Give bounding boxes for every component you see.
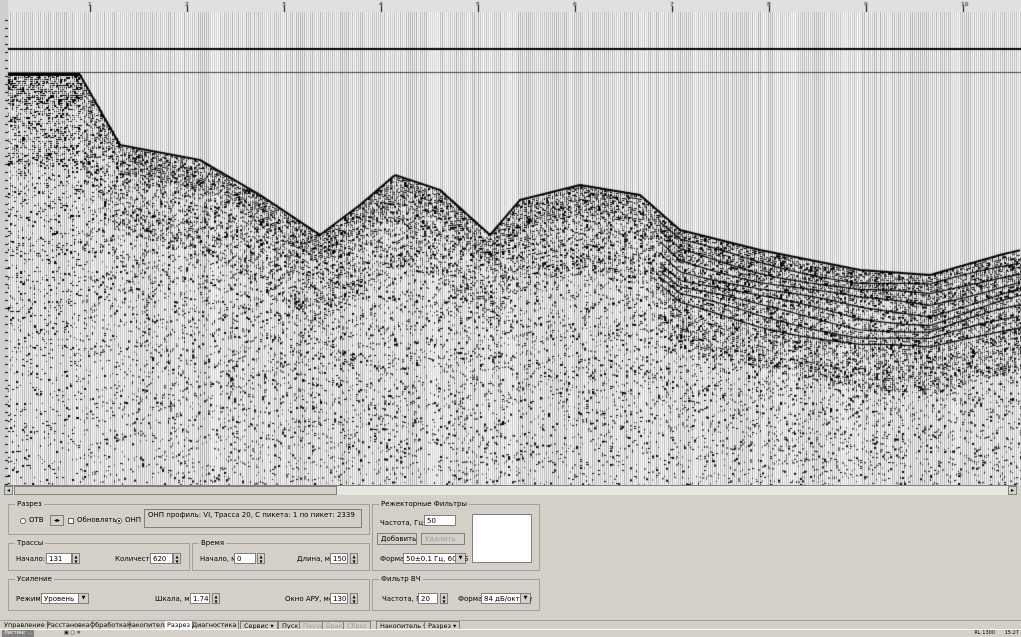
add-filter-button[interactable]: Добавить (377, 533, 417, 545)
traces-start-stepper[interactable]: ▲ ▼ (72, 553, 80, 564)
update-checkbox[interactable] (68, 518, 74, 524)
hpf-group: Фильтр ВЧ (372, 575, 540, 611)
traces-group: Трассы (8, 539, 190, 571)
razrez-title: Разрез (17, 500, 42, 508)
traces-start-input[interactable]: 131 (46, 553, 72, 564)
gain-mode-label: Режим: (16, 595, 44, 603)
update-checkbox-label: Обновлять (77, 516, 117, 524)
taskbar: Листинг ... ▣ ▢ ✕ RL 1300 15:27 (0, 629, 1021, 637)
horizontal-scrollbar[interactable]: ◂ ▸ (4, 485, 1017, 495)
delete-filter-button[interactable]: Удалить (421, 533, 465, 545)
notch-form-select[interactable]: 50±0.1 Гц, 60 дБ ▼ (403, 553, 469, 564)
radio-onp-label: ОНП (125, 516, 142, 524)
notch-filters-group: Режекторные Фильтры (372, 500, 540, 571)
radio-onp[interactable] (116, 518, 122, 524)
tab-rasstanovka[interactable]: Расстановка (45, 621, 93, 630)
gain-agc-label: Окно АРУ, мс: (285, 595, 336, 603)
otv-stepper[interactable]: ◂▸ (50, 515, 64, 526)
control-panel: Разрез ОТВ ◂▸ Обновлять ОНП ОНП профиль:… (0, 495, 1021, 620)
window-controls-icon[interactable]: ▣ ▢ ✕ (64, 630, 81, 636)
gain-agc-stepper[interactable]: ▲ ▼ (350, 593, 358, 604)
scroll-left-arrow-icon[interactable]: ◂ (4, 486, 13, 495)
tab-bar: Управление Расстановка Обработка Накопит… (0, 620, 1021, 630)
tab-obrabotka[interactable]: Обработка (88, 621, 130, 630)
notch-form-label: Форма: (380, 555, 407, 563)
time-length-stepper[interactable]: ▲ ▼ (350, 553, 358, 564)
notch-title: Режекторные Фильтры (381, 500, 468, 508)
time-start-label: Начало, мс: (200, 555, 243, 563)
time-length-label: Длина, мс: (297, 555, 337, 563)
time-length-input[interactable]: 1500 (330, 553, 348, 564)
gain-scale-label: Шкала, мВ: (155, 595, 197, 603)
notch-freq-input[interactable]: 50 (424, 515, 456, 526)
hpf-freq-label: Частота, Гц: (382, 595, 428, 603)
hpf-form-select[interactable]: 84 дБ/октаву ▼ (481, 593, 533, 604)
traces-count-input[interactable]: 620 (150, 553, 173, 564)
gain-group: Усиление (8, 575, 370, 611)
hpf-freq-input[interactable]: 20 (418, 593, 438, 604)
razrez-group: Разрез (8, 500, 370, 535)
traces-start-label: Начало: (16, 555, 46, 563)
chevron-down-icon: ▼ (78, 594, 88, 603)
radio-otv[interactable] (20, 518, 26, 524)
clock: 15:27 (1004, 630, 1019, 636)
tab-razrez[interactable]: Разрез (165, 621, 193, 630)
chevron-down-icon: ▼ (520, 594, 530, 603)
notch-filters-list[interactable] (472, 514, 532, 563)
traces-count-label: Количество: (115, 555, 161, 563)
gain-mode-select[interactable]: Уровень ▼ (41, 593, 89, 604)
scroll-right-arrow-icon[interactable]: ▸ (1008, 486, 1017, 495)
notch-freq-label: Частота, Гц: (380, 519, 426, 527)
traces-count-stepper[interactable]: ▲ ▼ (173, 553, 181, 564)
scroll-thumb[interactable] (14, 486, 337, 495)
hpf-form-value: 84 дБ/октаву (484, 595, 533, 603)
gain-mode-value: Уровень (44, 595, 75, 603)
time-start-input[interactable]: 0 (234, 553, 256, 564)
hpf-freq-stepper[interactable]: ▲ ▼ (440, 593, 448, 604)
gain-scale-input[interactable]: 1.74 (190, 593, 210, 604)
radio-otv-label: ОТВ (29, 516, 44, 524)
taskbar-app-button[interactable]: Листинг ... (2, 630, 35, 637)
traces-title: Трассы (17, 539, 44, 547)
gain-agc-input[interactable]: 1300 (330, 593, 348, 604)
tab-diagnostika[interactable]: Диагностика (190, 621, 240, 630)
gain-scale-stepper[interactable]: ▲ ▼ (212, 593, 220, 604)
time-start-stepper[interactable]: ▲ ▼ (257, 553, 265, 564)
tray-indicator: RL 1300 (974, 630, 995, 636)
time-title: Время (201, 539, 225, 547)
notch-form-value: 50±0.1 Гц, 60 дБ (406, 555, 469, 563)
gain-title: Усиление (17, 575, 52, 583)
hpf-title: Фильтр ВЧ (381, 575, 421, 583)
section-info: ОНП профиль: VI, Трасса 20, С пикета: 1 … (144, 509, 362, 528)
tab-upravlenie[interactable]: Управление (2, 621, 48, 630)
hpf-form-label: Форма: (458, 595, 485, 603)
time-group: Время (192, 539, 370, 571)
seismic-section-view[interactable] (0, 0, 1021, 485)
chevron-down-icon: ▼ (455, 554, 465, 563)
